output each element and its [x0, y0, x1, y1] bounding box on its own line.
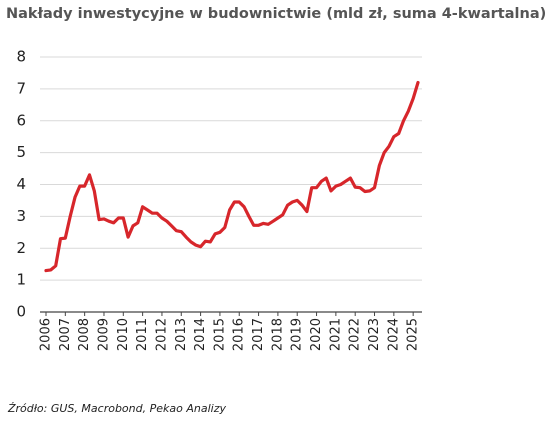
x-tick-label: 2010 — [116, 318, 131, 351]
y-tick-label: 8 — [16, 48, 26, 66]
x-tick-label: 2018 — [270, 318, 285, 351]
x-tick-label: 2025 — [406, 318, 421, 351]
x-tick-label: 2011 — [135, 318, 150, 351]
x-tick-label: 2016 — [232, 318, 247, 351]
x-tick-label: 2013 — [174, 318, 189, 351]
x-tick-label: 2021 — [328, 318, 343, 351]
y-tick-label: 3 — [16, 207, 26, 225]
y-tick-label: 4 — [16, 175, 26, 193]
x-tick-label: 2023 — [367, 318, 382, 351]
x-tick-label: 2007 — [58, 318, 73, 351]
chart-title: Nakłady inwestycyjne w budownictwie (mld… — [6, 6, 546, 22]
x-tick-label: 2017 — [251, 318, 266, 351]
source-note: Źródło: GUS, Macrobond, Pekao Analizy — [7, 402, 226, 415]
x-tick-label: 2008 — [77, 318, 92, 351]
y-tick-label: 7 — [16, 79, 26, 97]
x-tick-label: 2009 — [96, 318, 111, 351]
data-line — [44, 80, 420, 273]
y-tick-label: 2 — [16, 239, 26, 257]
x-tick-label: 2012 — [154, 318, 169, 351]
x-tick-label: 2015 — [212, 318, 227, 351]
y-tick-label: 5 — [16, 143, 26, 161]
y-tick-label: 6 — [16, 111, 26, 129]
x-tick-label: 2019 — [290, 318, 305, 351]
x-tick-label: 2014 — [193, 318, 208, 351]
x-tick-label: 2024 — [386, 318, 401, 351]
x-tick-label: 2020 — [309, 318, 324, 351]
x-tick-label: 2022 — [348, 318, 363, 351]
y-tick-label: 0 — [16, 303, 26, 321]
x-tick-label: 2006 — [39, 318, 54, 351]
y-tick-label: 1 — [16, 271, 26, 289]
